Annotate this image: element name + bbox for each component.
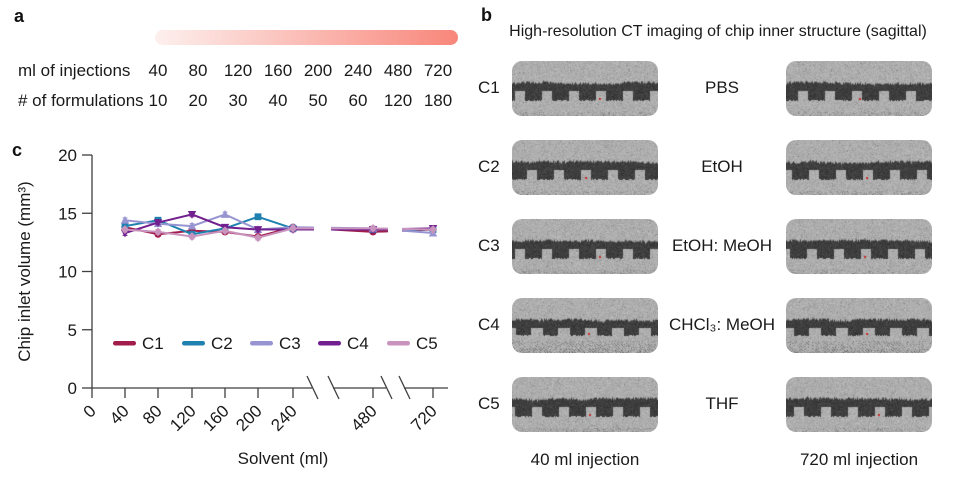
svg-text:C5: C5 (416, 334, 438, 353)
caption-720ml: 720 ml injection (799, 450, 919, 469)
ct-image-c1-40ml (512, 61, 658, 116)
svg-text:10: 10 (58, 263, 77, 282)
svg-text:15: 15 (58, 204, 77, 223)
injection-gradient-bar (155, 30, 458, 45)
solvent-label-c4: CHCl₃: MeOH (668, 315, 776, 334)
ct-image-c2-40ml (512, 140, 658, 195)
injections-value: 720 (423, 61, 453, 80)
svg-text:240: 240 (267, 401, 300, 434)
ct-image-c5-40ml (512, 377, 658, 432)
injections-row-label: ml of injections (18, 61, 131, 80)
solvent-label-c1: PBS (704, 78, 740, 97)
ct-image-c5-720ml (786, 377, 932, 432)
solvent-label-c2: EtOH (701, 157, 743, 176)
ct-image-c3-720ml (786, 219, 932, 274)
svg-text:C1: C1 (142, 334, 164, 353)
solvent-label-c3: EtOH: MeOH (671, 236, 773, 255)
chip-label-c2: C2 (478, 157, 500, 176)
ct-image-c4-720ml (786, 298, 932, 353)
panel-a-label: a (14, 6, 25, 26)
formulations-value: 40 (268, 91, 288, 110)
formulations-value: 60 (348, 91, 368, 110)
panel-b-label: b (481, 5, 492, 25)
svg-text:480: 480 (347, 401, 380, 434)
injections-value: 480 (383, 61, 413, 80)
injections-value: 40 (148, 61, 168, 80)
panel-c-label: c (12, 140, 23, 160)
formulations-value: 10 (148, 91, 168, 110)
ct-row-c1: C1 PBS (478, 61, 955, 116)
panel-b: b High-resolution CT imaging of chip inn… (478, 0, 955, 478)
svg-text:40: 40 (106, 401, 133, 428)
panel-b-title: High-resolution CT imaging of chip inner… (509, 23, 927, 40)
injections-row: ml of injections 40 80 120 160 200 240 4… (0, 61, 478, 81)
panel-c: c 0 5 10 15 20 0 40 80 120 160 200 240 480 720 Solvent… (0, 130, 478, 478)
injections-value: 120 (223, 61, 253, 80)
svg-text:120: 120 (166, 401, 199, 434)
svg-text:160: 160 (199, 401, 232, 434)
chip-label-c3: C3 (478, 236, 500, 255)
formulations-value: 20 (188, 91, 208, 110)
formulations-value: 120 (383, 91, 413, 110)
svg-text:5: 5 (68, 321, 77, 340)
ct-row-c3: C3 EtOH: MeOH (478, 219, 955, 274)
caption-40ml: 40 ml injection (530, 450, 640, 469)
svg-text:0: 0 (68, 379, 77, 398)
ct-row-c2: C2 EtOH (478, 140, 955, 195)
svg-text:C4: C4 (347, 334, 369, 353)
panel-a: a ml of injections 40 80 120 160 200 240… (0, 0, 478, 130)
chip-label-c4: C4 (478, 315, 500, 334)
ct-row-c4: C4 CHCl₃: MeOH (478, 298, 955, 353)
solvent-label-c5: THF (705, 394, 739, 413)
formulations-value: 180 (423, 91, 453, 110)
svg-text:C2: C2 (211, 334, 233, 353)
ct-image-c2-720ml (786, 140, 932, 195)
svg-text:Chip inlet volume (mm³): Chip inlet volume (mm³) (15, 181, 34, 361)
formulations-value: 50 (308, 91, 328, 110)
injections-value: 160 (263, 61, 293, 80)
chip-label-c1: C1 (478, 78, 500, 97)
svg-text:Solvent (ml): Solvent (ml) (238, 449, 329, 468)
svg-text:0: 0 (80, 401, 100, 421)
formulations-row-label: # of formulations (18, 91, 144, 110)
ct-image-c4-40ml (512, 298, 658, 353)
injections-value: 240 (343, 61, 373, 80)
svg-text:80: 80 (139, 401, 166, 428)
formulations-value: 30 (228, 91, 248, 110)
injections-value: 200 (303, 61, 333, 80)
chip-label-c5: C5 (478, 394, 500, 413)
ct-image-c1-720ml (786, 61, 932, 116)
injections-value: 80 (188, 61, 208, 80)
formulations-row: # of formulations 10 20 30 40 50 60 120 … (0, 91, 478, 111)
svg-text:200: 200 (232, 401, 265, 434)
svg-text:20: 20 (58, 146, 77, 165)
ct-row-c5: C5 THF (478, 377, 955, 432)
ct-image-c3-40ml (512, 219, 658, 274)
svg-text:720: 720 (407, 401, 440, 434)
svg-text:C3: C3 (279, 334, 301, 353)
